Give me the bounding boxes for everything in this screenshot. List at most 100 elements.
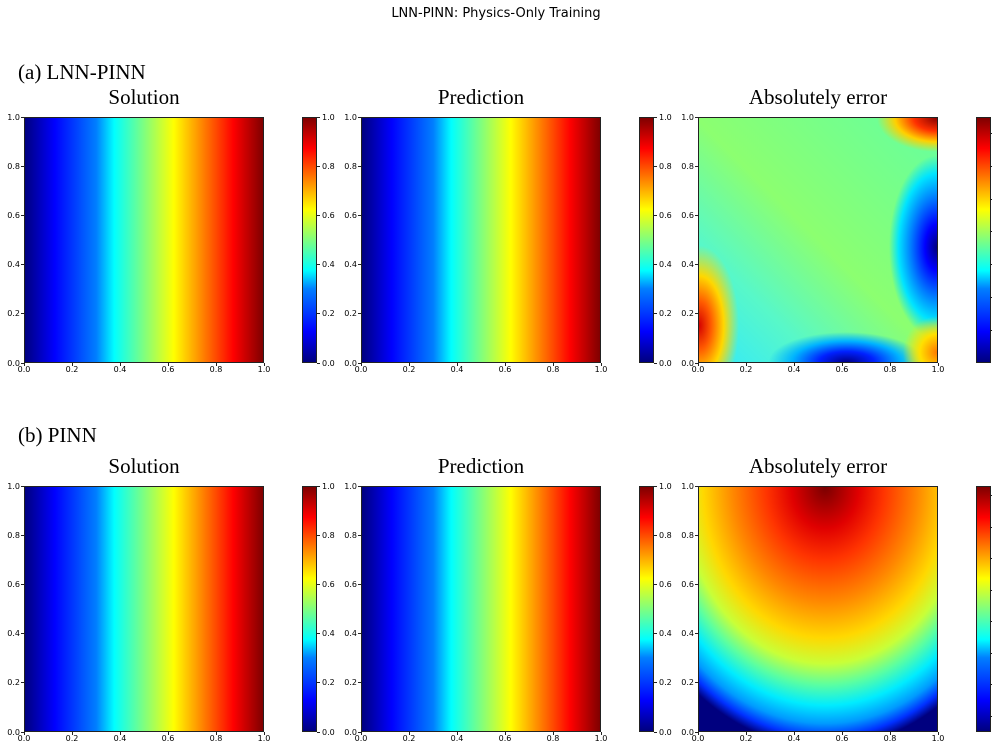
colorbar-tick-label: 0.2 [659, 678, 672, 688]
colorbar-tick-label: 0.4 [659, 260, 672, 270]
panel-title: Absolutely error [748, 85, 888, 109]
y-tick-label: 1.0 [681, 112, 694, 122]
x-tick-label: 0.8 [883, 734, 897, 743]
x-tick-mark [167, 363, 169, 366]
x-tick-label: 0.6 [161, 365, 175, 374]
y-tick-mark [695, 485, 698, 487]
colorbar-tick-label: 0.6 [659, 210, 672, 220]
colorbar-tick-mark [654, 214, 657, 216]
y-tick-mark [358, 313, 361, 315]
x-tick-mark [263, 732, 265, 735]
y-tick-label: 1.0 [681, 481, 694, 491]
x-tick-label: 0.8 [546, 734, 560, 743]
x-tick-mark [408, 732, 410, 735]
x-tick-label: 0.6 [161, 734, 175, 743]
y-tick-mark [695, 362, 698, 364]
x-tick-label: 0.8 [883, 365, 897, 374]
colorbar-tick-label: 0.8 [322, 530, 335, 540]
y-tick-mark [21, 485, 24, 487]
colorbar-tick-label: 0.4 [322, 629, 335, 639]
colorbar-tick-mark [654, 116, 657, 118]
x-tick-label: 0.0 [17, 365, 31, 374]
colorbar-tick-mark [317, 731, 320, 733]
x-tick-label: 0.2 [402, 734, 416, 743]
page-title: LNN-PINN: Physics-Only Training [391, 6, 601, 21]
colorbar-tick-mark [654, 313, 657, 315]
y-tick-label: 0.8 [344, 530, 357, 540]
x-tick-label: 0.6 [498, 734, 512, 743]
x-tick-mark [745, 363, 747, 366]
colorbar-tick-label: 0.6 [659, 579, 672, 589]
y-tick-mark [21, 116, 24, 118]
y-tick-mark [695, 583, 698, 585]
x-tick-mark [937, 363, 939, 366]
y-tick-label: 0.2 [7, 678, 20, 688]
y-tick-label: 0.6 [344, 579, 357, 589]
x-tick-mark [697, 732, 699, 735]
colorbar [302, 486, 317, 732]
colorbar-tick-mark [317, 264, 320, 266]
y-tick-label: 0.2 [681, 309, 694, 319]
colorbar-tick-mark [654, 485, 657, 487]
x-tick-mark [600, 363, 602, 366]
colorbar-tick-label: 0.0 [659, 727, 672, 737]
x-tick-label: 0.4 [450, 365, 464, 374]
colorbar-tick-mark [317, 313, 320, 315]
x-tick-label: 0.4 [787, 365, 801, 374]
x-tick-mark [456, 732, 458, 735]
colorbar-tick-label: 0.0 [322, 358, 335, 368]
x-tick-mark [23, 363, 25, 366]
y-tick-mark [695, 116, 698, 118]
x-tick-mark [504, 732, 506, 735]
panel-title: Absolutely error [748, 454, 888, 478]
y-tick-label: 0.2 [681, 678, 694, 688]
y-tick-label: 1.0 [7, 112, 20, 122]
colorbar-tick-label: 0.2 [322, 678, 335, 688]
y-tick-mark [695, 534, 698, 536]
colorbar-tick-mark [317, 116, 320, 118]
y-tick-mark [21, 731, 24, 733]
panel-title: Prediction [437, 85, 525, 109]
x-tick-label: 1.0 [257, 365, 271, 374]
x-tick-label: 0.2 [65, 734, 79, 743]
heatmap-plot [698, 486, 938, 732]
x-tick-label: 0.0 [354, 365, 368, 374]
x-tick-mark [504, 363, 506, 366]
x-tick-label: 0.0 [354, 734, 368, 743]
y-tick-label: 1.0 [344, 112, 357, 122]
y-tick-label: 0.4 [7, 629, 20, 639]
colorbar-tick-mark [317, 682, 320, 684]
y-tick-label: 0.8 [681, 161, 694, 171]
x-tick-mark [360, 732, 362, 735]
y-tick-label: 0.8 [7, 161, 20, 171]
x-tick-mark [937, 732, 939, 735]
x-tick-mark [793, 363, 795, 366]
colorbar-tick-label: 0.6 [322, 210, 335, 220]
x-tick-label: 0.6 [835, 365, 849, 374]
x-tick-mark [697, 363, 699, 366]
x-tick-mark [841, 363, 843, 366]
y-tick-mark [358, 165, 361, 167]
colorbar-tick-mark [317, 633, 320, 635]
x-tick-mark [745, 732, 747, 735]
y-tick-mark [358, 633, 361, 635]
y-tick-mark [358, 214, 361, 216]
y-tick-mark [21, 583, 24, 585]
x-tick-mark [600, 732, 602, 735]
x-tick-mark [119, 363, 121, 366]
heatmap-plot [361, 486, 601, 732]
colorbar-tick-mark [317, 362, 320, 364]
x-tick-mark [841, 732, 843, 735]
y-tick-label: 0.6 [344, 210, 357, 220]
x-tick-label: 0.6 [498, 365, 512, 374]
y-tick-mark [695, 682, 698, 684]
y-tick-label: 0.4 [344, 260, 357, 270]
y-tick-label: 0.0 [344, 358, 357, 368]
colorbar-tick-label: 0.2 [659, 309, 672, 319]
colorbar [976, 486, 991, 732]
y-tick-label: 1.0 [7, 481, 20, 491]
y-tick-label: 0.8 [344, 161, 357, 171]
colorbar-tick-mark [654, 633, 657, 635]
colorbar-tick-label: 0.0 [322, 727, 335, 737]
colorbar-tick-label: 1.0 [659, 112, 672, 122]
